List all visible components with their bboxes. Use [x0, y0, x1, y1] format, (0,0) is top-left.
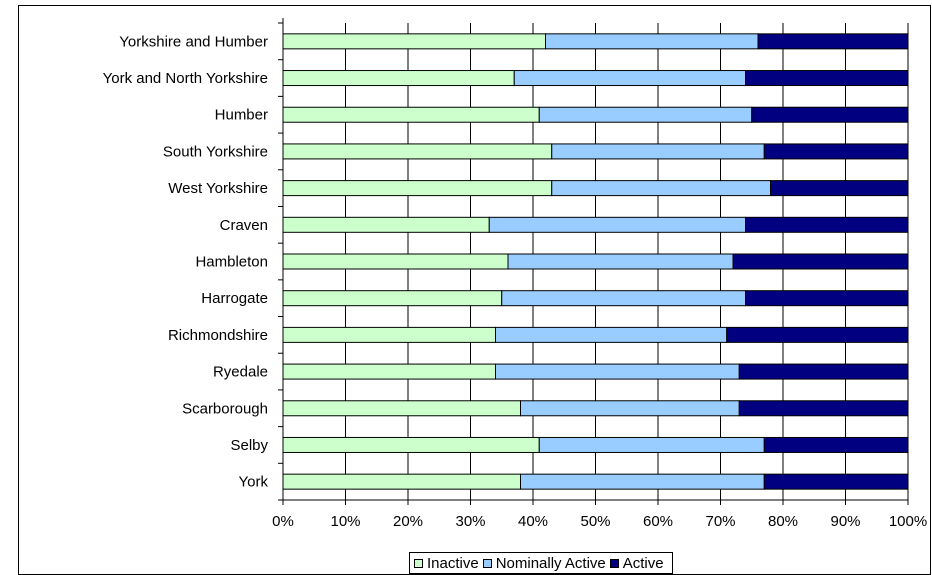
category-label: Hambleton	[195, 254, 268, 271]
bar-segment	[763, 436, 909, 453]
category-label: Selby	[230, 437, 268, 454]
legend-swatch-active	[609, 558, 619, 568]
bar-segment	[751, 106, 909, 123]
legend-swatch-inactive	[414, 558, 423, 568]
x-tick-label: 70%	[705, 513, 735, 530]
bar-segment	[738, 400, 909, 417]
category-label: York and North Yorkshire	[103, 70, 268, 87]
legend-label-inactive: Inactive	[427, 554, 479, 572]
category-label: York	[239, 474, 269, 491]
bar-segment	[545, 33, 759, 50]
bar-segment	[282, 180, 553, 197]
bar-segment	[745, 290, 909, 307]
x-tick-label: 80%	[768, 513, 798, 530]
category-label: Harrogate	[201, 290, 268, 307]
legend: Inactive Nominally Active Active	[409, 552, 673, 574]
bar-segment	[551, 180, 771, 197]
bar-segment	[757, 33, 909, 50]
bar-segment	[282, 143, 553, 160]
legend-label-nominally-active: Nominally Active	[495, 554, 606, 572]
x-tick-label: 40%	[518, 513, 548, 530]
bar-segment	[282, 106, 540, 123]
bar-segment	[282, 253, 509, 270]
bar-segment	[763, 143, 909, 160]
bar-segment	[282, 326, 496, 343]
bar-segment	[551, 143, 765, 160]
category-label: South Yorkshire	[163, 143, 268, 160]
bar-segment	[282, 473, 521, 490]
bar-segment	[770, 180, 909, 197]
legend-label-active: Active	[622, 554, 664, 572]
x-tick-label: 30%	[455, 513, 485, 530]
bar-segment	[282, 290, 503, 307]
x-tick-label: 0%	[272, 513, 294, 530]
bar-segment	[282, 436, 540, 453]
bar-segment	[495, 326, 728, 343]
bar-segment	[726, 326, 909, 343]
bar-segment	[282, 33, 546, 50]
bar-segment	[763, 473, 909, 490]
category-label: West Yorkshire	[168, 180, 268, 197]
bar-segment	[732, 253, 909, 270]
bar-segment	[538, 106, 753, 123]
bar-segment	[745, 216, 909, 233]
legend-swatch-nominally-active	[482, 558, 492, 568]
x-tick-label: 90%	[830, 513, 860, 530]
label-layer: Yorkshire and Humber York and North Yorks…	[103, 33, 928, 530]
x-tick-label: 10%	[330, 513, 360, 530]
x-tick-label: 60%	[643, 513, 673, 530]
bar-segment	[282, 400, 521, 417]
bar-segment	[738, 363, 909, 380]
category-label: Ryedale	[213, 364, 268, 381]
bar-segment	[507, 253, 734, 270]
bar-segment	[495, 363, 740, 380]
bar-segment	[488, 216, 746, 233]
category-label: Craven	[220, 217, 268, 234]
axis-layer	[278, 18, 909, 505]
x-tick-label: 100%	[889, 513, 927, 530]
bar-segment	[282, 70, 515, 87]
x-tick-label: 20%	[393, 513, 423, 530]
bar-layer	[282, 33, 909, 490]
bar-segment	[282, 216, 490, 233]
x-tick-label: 50%	[580, 513, 610, 530]
bar-segment	[513, 70, 746, 87]
bar-segment	[501, 290, 746, 307]
bar-segment	[520, 473, 765, 490]
legend-item-active: Active	[609, 554, 664, 572]
bar-segment	[520, 400, 740, 417]
legend-item-nominally-active: Nominally Active	[482, 554, 606, 572]
category-label: Humber	[215, 107, 268, 124]
bar-segment	[282, 363, 496, 380]
bar-segment	[538, 436, 765, 453]
bar-segment	[745, 70, 909, 87]
legend-item-inactive: Inactive	[414, 555, 479, 572]
category-label: Yorkshire and Humber	[119, 33, 268, 50]
category-label: Scarborough	[182, 400, 268, 417]
category-label: Richmondshire	[168, 327, 268, 344]
